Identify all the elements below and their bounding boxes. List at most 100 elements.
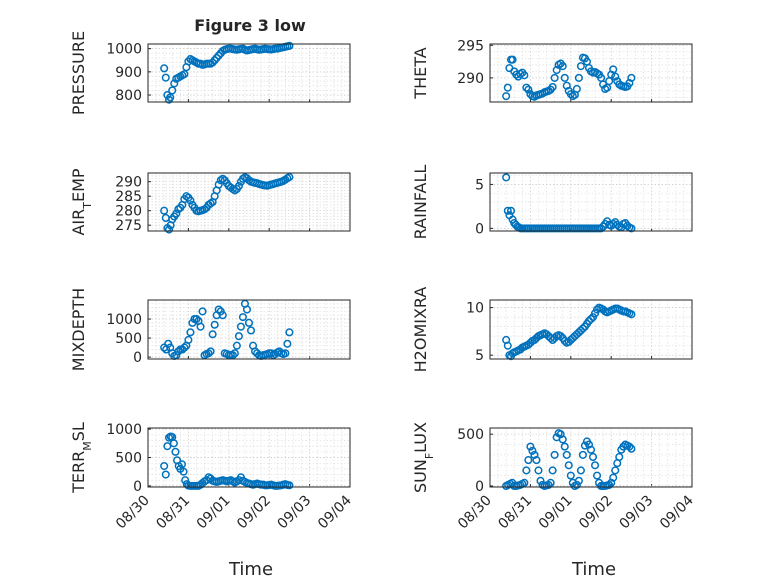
data-point [160,461,169,471]
subplot-mixdepth: 0 500 1000 MIXDEPTH [69,288,351,371]
data-point [192,314,201,324]
data-point [174,347,183,356]
data-point [179,467,188,476]
data-point [230,349,239,358]
data-point [214,180,223,189]
y-axis-label-air-temp-part: AIR [69,209,88,236]
data-point [180,70,189,79]
y-tick-label: 290 [457,71,484,87]
data-point [536,476,545,485]
data-point [160,64,169,73]
y-tick-label: 1000 [106,312,142,328]
data-point [548,466,557,475]
subplot-h2omixra: 5 10 H2OMIXRA [411,287,693,372]
x-tick-label: 09/01 [194,493,234,533]
y-tick-label: 500 [457,427,484,443]
data-point [214,305,223,314]
subplot-sun-flux: 08/30 08/31 09/01 09/02 09/03 09/04 0 500 SUNFLU… [411,422,697,532]
y-tick-label: 0 [133,479,142,495]
data-point [502,92,511,101]
plot-frame [147,172,351,232]
data-point [524,85,533,94]
data-point [576,466,585,475]
series-pressure [160,41,294,104]
y-axis-label-terr-msl-part: SL [69,422,88,441]
y-tick-label: 275 [115,218,142,234]
data-point [242,305,252,314]
data-point [562,450,571,459]
data-point [556,332,565,341]
data-point [546,478,555,487]
data-point [588,452,598,462]
data-point [522,466,531,475]
data-point [206,347,215,356]
data-point [597,224,606,233]
data-point [578,450,587,459]
data-point [246,326,256,335]
data-point [611,72,620,81]
y-tick-label: 500 [115,451,142,467]
series-rainfall [502,173,636,233]
data-point [572,480,581,489]
data-point [590,461,600,470]
data-point [503,83,512,92]
subplot-terr-msl: 08/30 08/31 09/01 09/02 09/03 09/04 0 500 1000 TE… [69,422,355,532]
data-point [609,473,618,482]
x-tick-label: 08/30 [113,493,153,533]
data-point [208,58,217,67]
data-point [172,209,181,218]
y-tick-label: 1000 [106,422,142,438]
data-point [564,461,573,470]
series-air-temp [160,173,294,234]
plot-frame [489,299,693,360]
data-point [611,466,620,475]
data-point [218,311,227,320]
data-point [234,182,243,191]
plot-area [489,43,693,103]
subplot-pressure: 800 900 1000 PRESSURE [69,31,351,115]
data-point [171,447,180,456]
y-tick-label: 900 [115,65,142,81]
x-tick-label: 09/02 [576,493,616,533]
y-axis-label-terr-msl-subscript: M [81,441,94,451]
data-point [550,73,559,82]
subplot-rainfall: 0 5 RAINFALL [411,165,693,240]
data-point [232,341,241,350]
y-tick-label: 290 [115,175,142,191]
plot-frame [489,172,693,232]
y-axis-label-air-temp: AIRTEMP [69,168,94,235]
data-point [210,320,219,329]
data-point [593,471,602,480]
data-point [520,71,529,80]
data-point [627,224,636,233]
y-axis-label-mixdepth: MIXDEPTH [69,288,88,371]
data-point [285,41,294,50]
data-point [506,206,516,215]
data-point [180,343,189,352]
x-tick-label: 09/03 [617,493,657,533]
data-point [210,56,219,65]
plot-frame [147,427,351,488]
plot-frame [489,43,693,103]
data-point [166,93,175,102]
data-point [508,55,517,64]
y-axis-label-sun-flux: SUNFLUX [411,422,436,493]
plot-frame [147,43,351,103]
data-point [580,441,589,450]
data-point [283,339,292,348]
y-axis-label-rainfall: RAINFALL [411,165,430,240]
y-tick-label: 285 [115,189,142,205]
data-point [238,313,247,322]
data-point [609,65,618,74]
y-tick-label: 5 [475,177,484,193]
data-point [548,82,557,92]
y-axis-label-air-temp-part: EMP [69,168,88,202]
data-point [558,62,567,71]
series-h2omixra [502,303,636,361]
data-point [236,322,245,331]
data-point [170,79,179,88]
data-point [550,450,559,459]
data-point [214,51,223,60]
